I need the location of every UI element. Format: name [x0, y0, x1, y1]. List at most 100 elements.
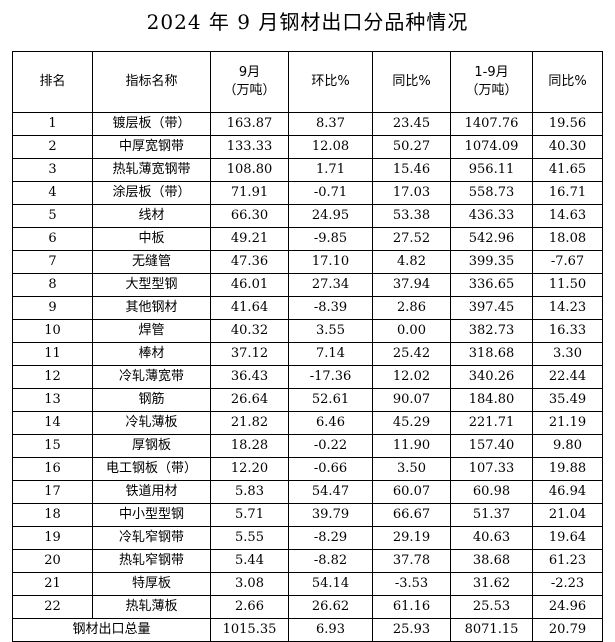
- cell-mom: 24.95: [288, 204, 373, 228]
- cell-yoy: 25.42: [372, 342, 451, 366]
- cell-ytd-yoy: 35.49: [532, 388, 603, 412]
- table-row: 6 中板 49.21 -9.85 27.52 542.96 18.08: [12, 227, 603, 251]
- cell-sep: 12.20: [210, 457, 289, 481]
- cell-mom: 26.62: [288, 595, 373, 619]
- cell-rank: 19: [12, 526, 93, 550]
- total-ytd: 8071.15: [450, 618, 533, 642]
- cell-yoy: 37.78: [372, 549, 451, 573]
- cell-mom: 3.55: [288, 319, 373, 343]
- cell-ytd-yoy: 14.63: [532, 204, 603, 228]
- cell-name: 镀层板（带）: [92, 112, 211, 136]
- cell-rank: 2: [12, 135, 93, 159]
- cell-rank: 10: [12, 319, 93, 343]
- total-sep: 1015.35: [210, 618, 289, 642]
- table-row: 12 冷轧薄宽带 36.43 -17.36 12.02 340.26 22.44: [12, 365, 603, 389]
- cell-mom: -0.22: [288, 434, 373, 458]
- cell-name: 铁道用材: [92, 480, 211, 504]
- cell-ytd: 1407.76: [450, 112, 533, 136]
- cell-mom: 8.37: [288, 112, 373, 136]
- cell-name: 无缝管: [92, 250, 211, 274]
- cell-ytd-yoy: 3.30: [532, 342, 603, 366]
- cell-ytd-yoy: 46.94: [532, 480, 603, 504]
- cell-yoy: 60.07: [372, 480, 451, 504]
- total-ytd-yoy: 20.79: [532, 618, 603, 642]
- cell-mom: -17.36: [288, 365, 373, 389]
- cell-name: 涂层板（带）: [92, 181, 211, 205]
- cell-ytd: 436.33: [450, 204, 533, 228]
- table-row: 21 特厚板 3.08 54.14 -3.53 31.62 -2.23: [12, 572, 603, 596]
- table-row: 4 涂层板（带） 71.91 -0.71 17.03 558.73 16.71: [12, 181, 603, 205]
- cell-yoy: 23.45: [372, 112, 451, 136]
- cell-sep: 71.91: [210, 181, 289, 205]
- cell-rank: 1: [12, 112, 93, 136]
- cell-name: 中厚宽钢带: [92, 135, 211, 159]
- cell-ytd: 336.65: [450, 273, 533, 297]
- cell-ytd: 542.96: [450, 227, 533, 251]
- cell-rank: 4: [12, 181, 93, 205]
- cell-ytd-yoy: -2.23: [532, 572, 603, 596]
- cell-mom: 7.14: [288, 342, 373, 366]
- cell-name: 热轧薄宽钢带: [92, 158, 211, 182]
- table-row: 18 中小型型钢 5.71 39.79 66.67 51.37 21.04: [12, 503, 603, 527]
- table-row: 10 焊管 40.32 3.55 0.00 382.73 16.33: [12, 319, 603, 343]
- cell-rank: 11: [12, 342, 93, 366]
- cell-mom: 6.46: [288, 411, 373, 435]
- table-row: 13 钢筋 26.64 52.61 90.07 184.80 35.49: [12, 388, 603, 412]
- cell-name: 热轧窄钢带: [92, 549, 211, 573]
- table-row: 8 大型型钢 46.01 27.34 37.94 336.65 11.50: [12, 273, 603, 297]
- cell-sep: 49.21: [210, 227, 289, 251]
- page-title: 2024 年 9 月钢材出口分品种情况: [146, 10, 469, 34]
- cell-name: 棒材: [92, 342, 211, 366]
- cell-name: 中板: [92, 227, 211, 251]
- cell-name: 冷轧薄宽带: [92, 365, 211, 389]
- cell-ytd-yoy: 22.44: [532, 365, 603, 389]
- total-mom: 6.93: [288, 618, 373, 642]
- cell-sep: 2.66: [210, 595, 289, 619]
- cell-sep: 108.80: [210, 158, 289, 182]
- table-row: 7 无缝管 47.36 17.10 4.82 399.35 -7.67: [12, 250, 603, 274]
- cell-mom: 12.08: [288, 135, 373, 159]
- cell-yoy: 27.52: [372, 227, 451, 251]
- cell-mom: -0.66: [288, 457, 373, 481]
- header-ytd: 1-9月 （万吨）: [450, 51, 533, 113]
- cell-mom: 27.34: [288, 273, 373, 297]
- cell-name: 冷轧薄板: [92, 411, 211, 435]
- cell-ytd-yoy: 19.64: [532, 526, 603, 550]
- cell-rank: 6: [12, 227, 93, 251]
- cell-mom: 54.14: [288, 572, 373, 596]
- header-row: 排名 指标名称 9月 （万吨） 环比% 同比% 1-9月 （万吨） 同比%: [12, 51, 603, 113]
- cell-sep: 66.30: [210, 204, 289, 228]
- cell-ytd-yoy: 61.23: [532, 549, 603, 573]
- cell-ytd: 184.80: [450, 388, 533, 412]
- table-row: 14 冷轧薄板 21.82 6.46 45.29 221.71 21.19: [12, 411, 603, 435]
- cell-sep: 37.12: [210, 342, 289, 366]
- cell-ytd: 221.71: [450, 411, 533, 435]
- cell-name: 厚钢板: [92, 434, 211, 458]
- cell-name: 冷轧窄钢带: [92, 526, 211, 550]
- cell-yoy: 45.29: [372, 411, 451, 435]
- cell-ytd-yoy: -7.67: [532, 250, 603, 274]
- cell-ytd: 956.11: [450, 158, 533, 182]
- cell-rank: 15: [12, 434, 93, 458]
- cell-rank: 16: [12, 457, 93, 481]
- cell-yoy: 66.67: [372, 503, 451, 527]
- cell-yoy: 53.38: [372, 204, 451, 228]
- cell-ytd: 40.63: [450, 526, 533, 550]
- cell-yoy: 3.50: [372, 457, 451, 481]
- header-sep: 9月 （万吨）: [210, 51, 289, 113]
- table-body: 1 镀层板（带） 163.87 8.37 23.45 1407.76 19.56 2 中厚宽钢带…: [12, 112, 603, 619]
- cell-ytd-yoy: 41.65: [532, 158, 603, 182]
- cell-ytd: 397.45: [450, 296, 533, 320]
- cell-ytd-yoy: 19.88: [532, 457, 603, 481]
- cell-mom: -0.71: [288, 181, 373, 205]
- cell-mom: 17.10: [288, 250, 373, 274]
- header-yoy: 同比%: [372, 51, 451, 113]
- cell-rank: 3: [12, 158, 93, 182]
- header-ytd-line2: （万吨）: [465, 83, 518, 98]
- cell-ytd: 60.98: [450, 480, 533, 504]
- table-row: 3 热轧薄宽钢带 108.80 1.71 15.46 956.11 41.65: [12, 158, 603, 182]
- cell-mom: -9.85: [288, 227, 373, 251]
- cell-ytd-yoy: 11.50: [532, 273, 603, 297]
- cell-rank: 14: [12, 411, 93, 435]
